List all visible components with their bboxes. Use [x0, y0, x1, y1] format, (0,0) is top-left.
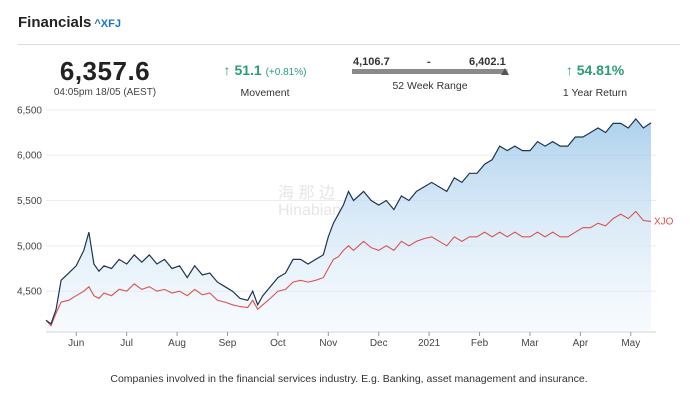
xfj-line [45, 117, 652, 325]
page-header: Financials ^XFJ [18, 14, 680, 45]
x-tick-label: Sep [219, 338, 237, 349]
x-tick-label: Feb [471, 338, 489, 349]
week52-label: 52 Week Range [392, 80, 468, 92]
arrow-up-icon: ↑ [565, 62, 573, 78]
arrow-up-icon: ↑ [223, 62, 231, 78]
current-price: 6,357.6 [59, 56, 151, 86]
movement-label: Movement [240, 87, 290, 99]
x-tick-label: May [621, 338, 640, 349]
price-chart: 4,500 5,000 5,500 6,000 6,500 Jun Jul Aug Sep Oc… [17, 105, 674, 349]
ticker-link[interactable]: ^XFJ [94, 18, 121, 30]
price-block: 6,357.6 04:05pm 18/05 (AEST) [40, 56, 170, 98]
x-tick-label: 2021 [418, 338, 441, 349]
y-tick-label: 4,500 [17, 287, 42, 298]
one-year-block: ↑ 54.81% 1 Year Return [545, 62, 645, 99]
y-tick-label: 6,000 [17, 151, 42, 162]
y-tick-label: 5,500 [17, 196, 42, 207]
xjo-end-label: XJO [654, 216, 674, 227]
week52-marker [500, 68, 509, 75]
chart-description: Companies involved in the financial serv… [110, 373, 588, 385]
x-tick-label: Apr [573, 338, 589, 349]
week52-low: 4,106.7 [353, 56, 390, 68]
movement-block: ↑ 51.1 (+0.81%) Movement [210, 62, 320, 99]
one-year-label: 1 Year Return [562, 87, 628, 99]
movement-value: ↑ 51.1 (+0.81%) [210, 62, 320, 78]
xjo-line [45, 210, 652, 327]
movement-percent: (+0.81%) [265, 67, 307, 78]
movement-amount: 51.1 [234, 62, 262, 78]
one-year-value: ↑ 54.81% [545, 62, 645, 78]
week52-high: 6,402.1 [469, 56, 506, 68]
price-timestamp: 04:05pm 18/05 (AEST) [53, 87, 157, 98]
watermark: 海 那 边 Hinabian [278, 185, 342, 219]
week52-separator: - [427, 56, 431, 68]
y-tick-label: 5,000 [17, 241, 42, 252]
y-tick-label: 6,500 [17, 105, 42, 116]
x-tick-label: Jul [120, 338, 133, 349]
xfj-area [46, 118, 651, 333]
one-year-return: 54.81% [576, 62, 625, 78]
x-tick-label: Dec [370, 338, 388, 349]
x-tick-label: Oct [270, 338, 286, 349]
page-title: Financials [18, 14, 92, 31]
x-tick-label: Jun [68, 338, 84, 349]
x-tick-label: Nov [319, 338, 337, 349]
week52-fill [352, 69, 505, 74]
x-tick-label: Aug [168, 338, 186, 349]
x-tick-label: Mar [521, 338, 539, 349]
